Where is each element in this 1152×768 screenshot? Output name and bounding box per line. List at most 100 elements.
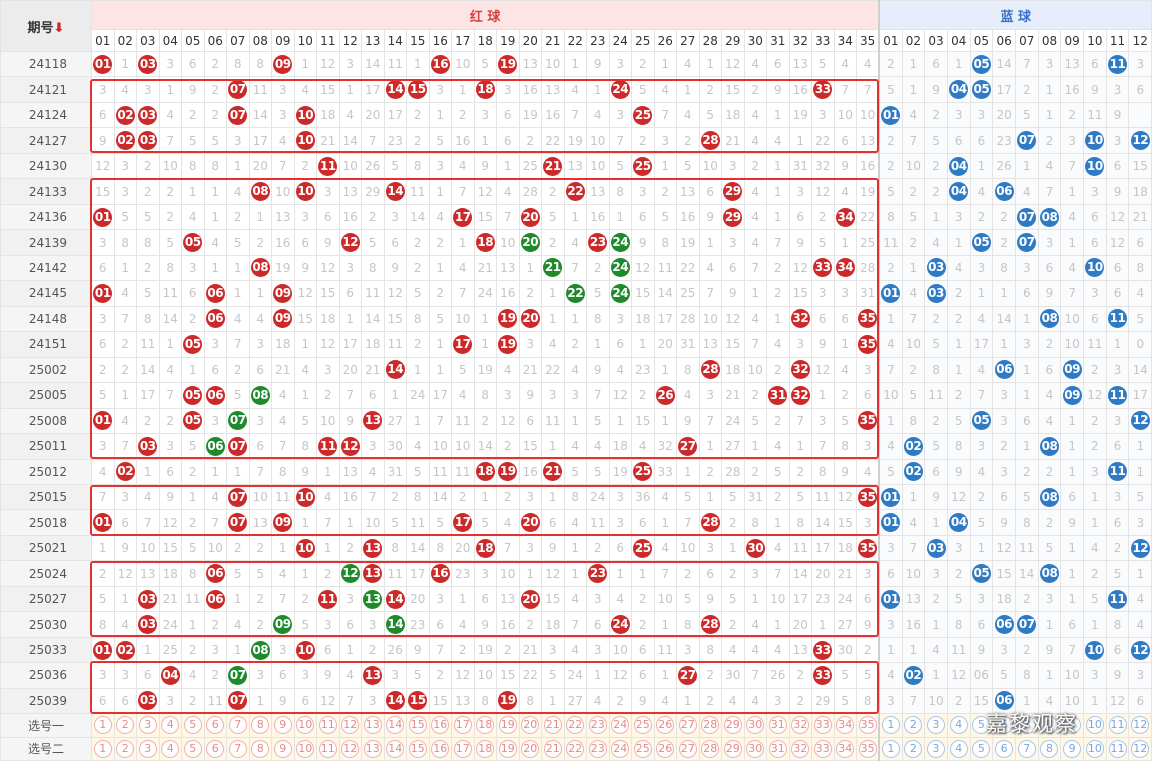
- red-pick-ball[interactable]: 17: [453, 716, 472, 735]
- red-pick-ball[interactable]: 14: [386, 739, 405, 758]
- red-pick-ball[interactable]: 6: [206, 739, 225, 758]
- red-pick-ball[interactable]: 20: [521, 739, 540, 758]
- red-pick-ball[interactable]: 9: [273, 716, 292, 735]
- red-pick-ball[interactable]: 31: [768, 739, 787, 758]
- red-pick-ball[interactable]: 28: [701, 739, 720, 758]
- red-pick-ball[interactable]: 26: [656, 739, 675, 758]
- blue-pick-ball[interactable]: 4: [949, 739, 968, 758]
- red-pick-ball[interactable]: 6: [206, 716, 225, 735]
- sort-down-arrow-icon[interactable]: ⬇: [53, 20, 65, 36]
- red-pick-ball[interactable]: 19: [498, 739, 517, 758]
- red-pick-ball[interactable]: 16: [431, 739, 450, 758]
- red-pick-ball[interactable]: 27: [678, 716, 697, 735]
- red-pick-ball[interactable]: 18: [476, 739, 495, 758]
- red-pick-ball[interactable]: 31: [768, 716, 787, 735]
- blue-pick-ball[interactable]: 10: [1085, 716, 1104, 735]
- red-pick-ball[interactable]: 5: [183, 739, 202, 758]
- red-pick-ball[interactable]: 28: [701, 716, 720, 735]
- red-pick-ball[interactable]: 3: [138, 739, 157, 758]
- red-pick-ball[interactable]: 8: [251, 716, 270, 735]
- blue-pick-ball[interactable]: 8: [1040, 716, 1059, 735]
- red-pick-ball[interactable]: 12: [341, 716, 360, 735]
- red-pick-ball[interactable]: 1: [93, 739, 112, 758]
- blue-cell: 5: [1083, 585, 1107, 613]
- blue-pick-ball[interactable]: 5: [972, 716, 991, 735]
- red-pick-ball[interactable]: 33: [813, 739, 832, 758]
- red-pick-ball[interactable]: 5: [183, 716, 202, 735]
- red-ball: 01: [93, 411, 113, 431]
- red-pick-ball[interactable]: 23: [588, 716, 607, 735]
- red-pick-ball[interactable]: 7: [228, 739, 247, 758]
- red-pick-ball[interactable]: 35: [858, 716, 877, 735]
- red-pick-ball[interactable]: 22: [566, 716, 585, 735]
- red-pick-ball[interactable]: 8: [251, 739, 270, 758]
- blue-pick-ball[interactable]: 2: [904, 739, 923, 758]
- red-pick-ball[interactable]: 11: [318, 716, 337, 735]
- red-pick-ball[interactable]: 12: [341, 739, 360, 758]
- red-pick-ball[interactable]: 26: [656, 716, 675, 735]
- red-pick-ball[interactable]: 21: [543, 739, 562, 758]
- blue-pick-ball[interactable]: 4: [949, 716, 968, 735]
- blue-pick-ball[interactable]: 1: [881, 739, 900, 758]
- red-pick-ball[interactable]: 2: [116, 716, 135, 735]
- red-pick-ball[interactable]: 15: [408, 739, 427, 758]
- red-pick-ball[interactable]: 29: [723, 739, 742, 758]
- red-pick-ball[interactable]: 25: [633, 739, 652, 758]
- red-pick-ball[interactable]: 4: [161, 716, 180, 735]
- blue-pick-ball[interactable]: 6: [995, 716, 1014, 735]
- blue-pick-ball[interactable]: 12: [1131, 716, 1150, 735]
- red-pick-ball[interactable]: 30: [746, 739, 765, 758]
- red-pick-ball[interactable]: 19: [498, 716, 517, 735]
- blue-pick-ball[interactable]: 5: [972, 739, 991, 758]
- blue-pick-ball[interactable]: 1: [881, 716, 900, 735]
- blue-cell: 12: [1083, 382, 1107, 409]
- red-pick-ball[interactable]: 11: [318, 739, 337, 758]
- blue-pick-ball[interactable]: 9: [1063, 739, 1082, 758]
- blue-pick-ball[interactable]: 8: [1040, 739, 1059, 758]
- blue-pick-ball[interactable]: 3: [927, 739, 946, 758]
- blue-pick-ball[interactable]: 7: [1017, 716, 1036, 735]
- red-pick-ball[interactable]: 1: [93, 716, 112, 735]
- red-pick-ball[interactable]: 14: [386, 716, 405, 735]
- red-pick-ball[interactable]: 20: [521, 716, 540, 735]
- red-cell: 30: [721, 662, 745, 689]
- red-pick-ball[interactable]: 30: [746, 716, 765, 735]
- red-pick-ball[interactable]: 35: [858, 739, 877, 758]
- red-pick-ball[interactable]: 24: [611, 716, 630, 735]
- blue-pick-ball[interactable]: 11: [1108, 716, 1127, 735]
- red-pick-ball[interactable]: 29: [723, 716, 742, 735]
- blue-pick-ball[interactable]: 7: [1017, 739, 1036, 758]
- red-pick-ball[interactable]: 23: [588, 739, 607, 758]
- red-pick-ball[interactable]: 32: [791, 716, 810, 735]
- red-pick-ball[interactable]: 9: [273, 739, 292, 758]
- red-pick-ball[interactable]: 3: [138, 716, 157, 735]
- red-pick-ball[interactable]: 10: [296, 739, 315, 758]
- red-pick-ball[interactable]: 4: [161, 739, 180, 758]
- red-pick-ball[interactable]: 7: [228, 716, 247, 735]
- red-pick-ball[interactable]: 21: [543, 716, 562, 735]
- red-pick-ball[interactable]: 24: [611, 739, 630, 758]
- red-pick-ball[interactable]: 25: [633, 716, 652, 735]
- red-pick-ball[interactable]: 34: [836, 739, 855, 758]
- blue-pick-ball[interactable]: 3: [927, 716, 946, 735]
- red-pick-ball[interactable]: 17: [453, 739, 472, 758]
- red-pick-ball[interactable]: 33: [813, 716, 832, 735]
- blue-pick-ball[interactable]: 6: [995, 739, 1014, 758]
- red-pick-ball[interactable]: 18: [476, 716, 495, 735]
- blue-pick-ball[interactable]: 12: [1131, 739, 1150, 758]
- blue-pick-ball[interactable]: 2: [904, 716, 923, 735]
- blue-pick-ball[interactable]: 11: [1108, 739, 1127, 758]
- red-pick-ball[interactable]: 16: [431, 716, 450, 735]
- red-pick-ball[interactable]: 22: [566, 739, 585, 758]
- red-pick-ball[interactable]: 27: [678, 739, 697, 758]
- red-pick-ball[interactable]: 2: [116, 739, 135, 758]
- blue-pick-ball[interactable]: 9: [1063, 716, 1082, 735]
- red-pick-ball[interactable]: 15: [408, 716, 427, 735]
- red-pick-ball[interactable]: 13: [363, 716, 382, 735]
- red-pick-ball[interactable]: 34: [836, 716, 855, 735]
- blue-pick-ball[interactable]: 10: [1085, 739, 1104, 758]
- red-pick-ball[interactable]: 13: [363, 739, 382, 758]
- red-pick-ball[interactable]: 10: [296, 716, 315, 735]
- period-header[interactable]: 期号⬇: [0, 0, 92, 52]
- red-pick-ball[interactable]: 32: [791, 739, 810, 758]
